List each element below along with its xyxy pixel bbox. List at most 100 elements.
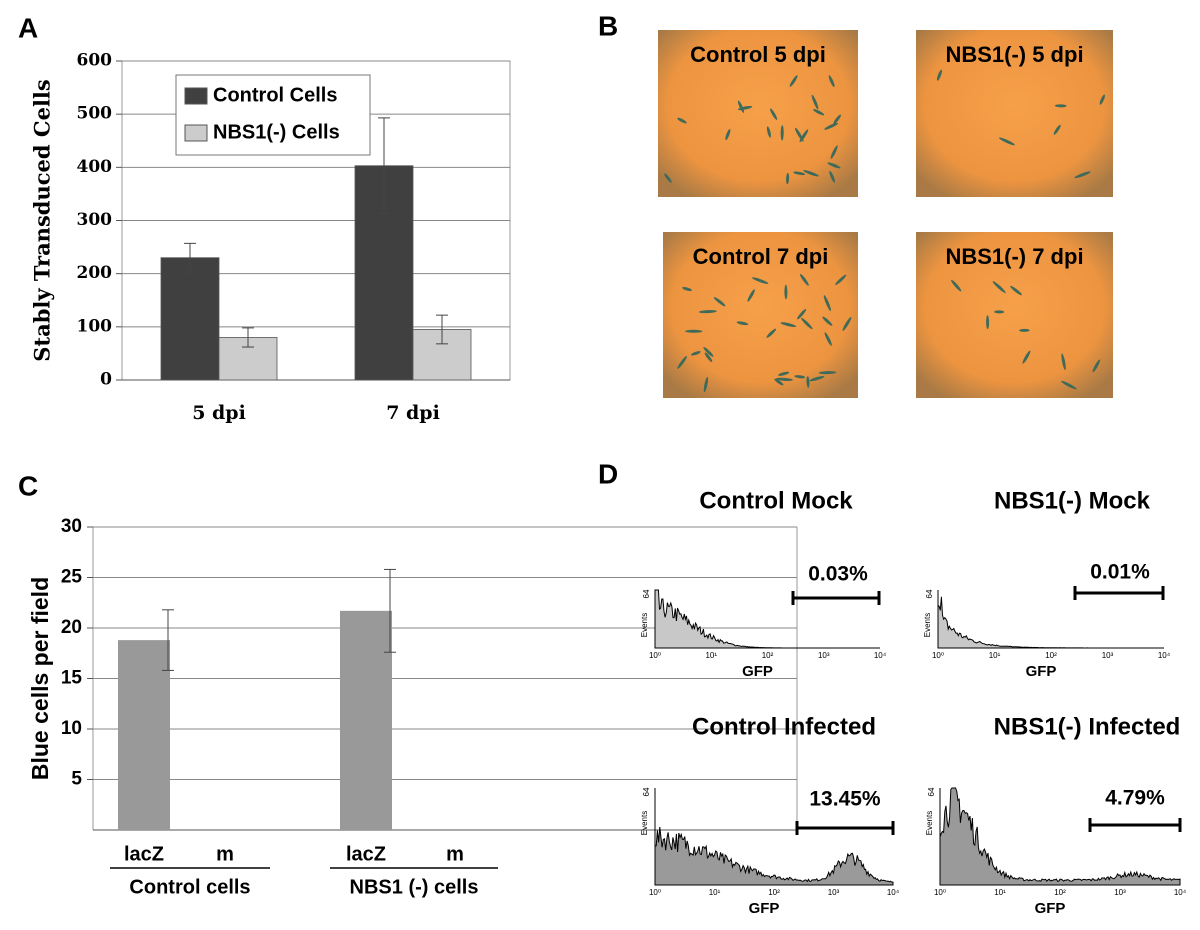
x-tick-label: 10² (762, 651, 774, 660)
x-axis-label: GFP (742, 663, 773, 680)
y-tick-label: 500 (77, 104, 113, 124)
panel-label: A (18, 12, 38, 43)
stained-cell (835, 274, 847, 285)
stained-cell (1061, 380, 1077, 390)
micrograph-label: Control 7 dpi (693, 244, 829, 269)
x-tick-label: 10² (1045, 651, 1057, 660)
stained-cell (1054, 104, 1067, 108)
y-axis-label: Events (640, 613, 649, 637)
y-max-label: 64 (927, 787, 936, 796)
micrograph-label: NBS1(-) 5 dpi (945, 42, 1083, 67)
stained-cell (786, 172, 790, 185)
stained-cell (677, 355, 687, 369)
micrograph (663, 232, 858, 398)
stained-cell (992, 281, 1006, 294)
x-tick-label: 10⁰ (932, 651, 944, 660)
stained-cell (799, 129, 809, 143)
stained-cell (824, 122, 839, 130)
y-axis-label: Blue cells per field (27, 577, 53, 780)
stained-cell (713, 297, 726, 307)
x-tick-label: 10⁴ (887, 888, 900, 897)
bar (118, 640, 170, 830)
x-tick-label: 10³ (818, 651, 830, 660)
x-tick-label: lacZ (346, 843, 386, 865)
stained-cell (1061, 353, 1066, 371)
stained-cell (703, 347, 714, 357)
y-tick-label: 25 (61, 567, 83, 588)
x-tick-label: 10³ (1114, 888, 1126, 897)
histogram-title: Control Infected (692, 713, 876, 740)
y-max-label: 64 (925, 589, 934, 598)
micrograph-label: NBS1(-) 7 dpi (945, 244, 1083, 269)
stained-cell (806, 376, 810, 388)
y-tick-label: 400 (77, 157, 113, 177)
stained-cell (936, 69, 943, 81)
stained-cell (994, 310, 1005, 314)
stained-cell (827, 162, 841, 169)
gate-label: 0.03% (808, 563, 868, 586)
x-tick-label: 10² (768, 888, 780, 897)
stained-cell (789, 75, 798, 87)
stained-cell (823, 295, 831, 312)
panel-label: C (18, 470, 38, 501)
stained-cell (794, 375, 806, 379)
stained-cell (752, 277, 769, 284)
stained-cell (766, 328, 777, 338)
legend-swatch (184, 87, 208, 105)
y-tick-label: 20 (61, 617, 82, 638)
x-tick-label: 10¹ (989, 651, 1001, 660)
stained-cell (793, 171, 806, 176)
stained-cell (797, 309, 807, 320)
stained-cell (800, 274, 809, 286)
y-tick-label: 100 (77, 316, 113, 336)
bar (340, 610, 392, 830)
micrograph (916, 232, 1113, 398)
x-tick-label: 10⁴ (1174, 888, 1187, 897)
x-tick-label: 10³ (1102, 651, 1114, 660)
x-tick-label: 10⁴ (1158, 651, 1171, 660)
stained-cell (784, 284, 788, 300)
group-label: NBS1 (-) cells (350, 876, 479, 898)
panel-label: D (598, 458, 618, 489)
x-tick-label: m (216, 843, 234, 865)
x-tick-label: 10¹ (994, 888, 1006, 897)
stained-cell (833, 114, 841, 125)
stained-cell (780, 125, 784, 141)
x-tick-label: 10⁰ (649, 888, 661, 897)
y-tick-label: 0 (100, 370, 112, 390)
stained-cell (811, 94, 819, 110)
legend-box (175, 74, 371, 156)
x-tick-label: 10¹ (709, 888, 721, 897)
bar (160, 257, 220, 381)
y-tick-label: 300 (77, 210, 113, 230)
x-tick-label: 10⁰ (934, 888, 946, 897)
stained-cell (842, 316, 852, 331)
gate-label: 0.01% (1090, 561, 1150, 584)
stained-cell (998, 137, 1015, 146)
stained-cell (986, 315, 990, 330)
stained-cell (737, 100, 745, 113)
stained-cell (725, 128, 731, 141)
x-tick-label: 10³ (828, 888, 840, 897)
stained-cell (829, 170, 835, 183)
gate-label: 13.45% (809, 788, 881, 811)
micrograph (658, 30, 858, 197)
stained-cell (780, 322, 797, 328)
stained-cell (1092, 359, 1101, 373)
histogram-area (937, 596, 1164, 649)
micrograph (916, 30, 1113, 197)
y-axis-label: Events (923, 613, 932, 637)
x-tick-label: 10⁴ (874, 651, 887, 660)
stained-cell (778, 371, 790, 376)
histogram-title: Control Mock (699, 487, 853, 514)
stained-cell (830, 145, 838, 159)
group-label: Control cells (129, 876, 250, 898)
x-axis-label: GFP (1035, 900, 1066, 917)
y-tick-label: 10 (61, 718, 82, 739)
histogram-title: NBS1(-) Mock (994, 487, 1151, 514)
legend-label: NBS1(-) Cells (213, 121, 340, 143)
stained-cell (775, 377, 794, 381)
stained-cell (803, 170, 819, 177)
stained-cell (1019, 328, 1030, 332)
y-tick-label: 15 (61, 668, 83, 689)
